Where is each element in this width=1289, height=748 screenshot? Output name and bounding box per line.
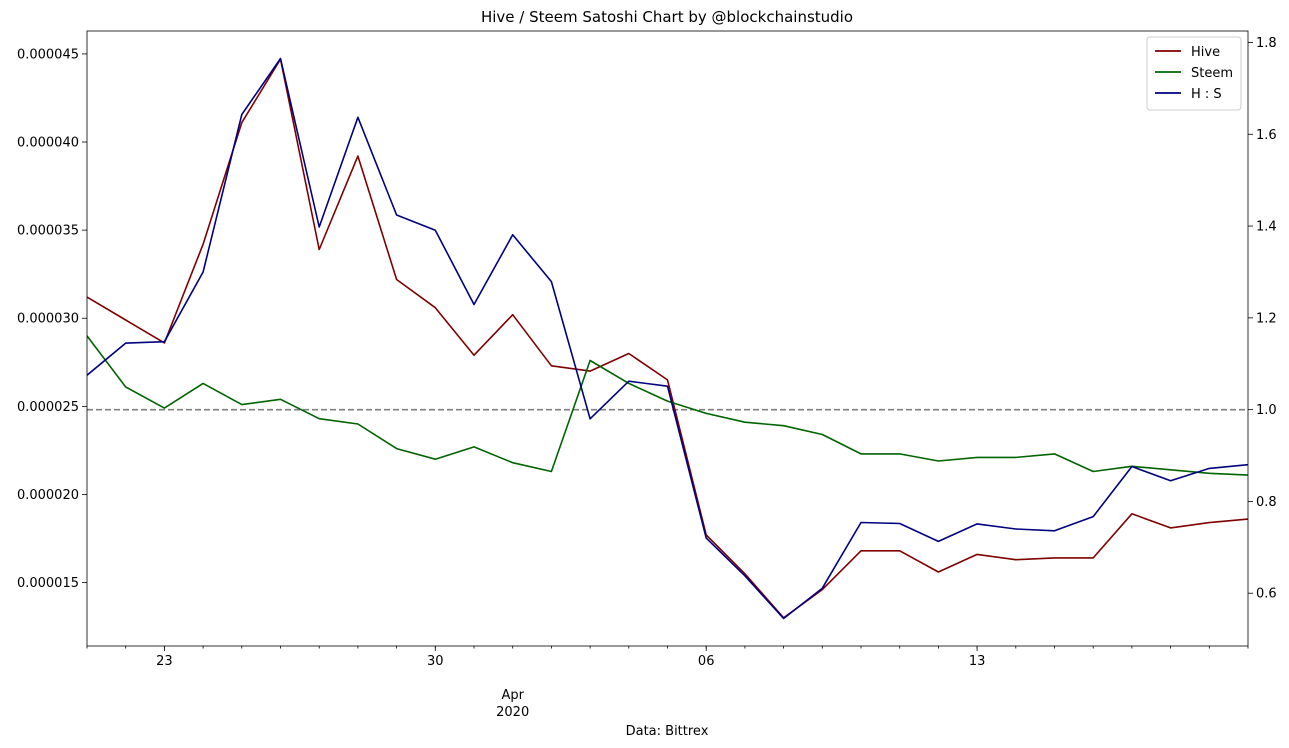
- plot-area: 23 30 Apr 2020 06 13 0.000015 0.000020 0.000025 0…: [17, 30, 1277, 720]
- legend-label-h-s: H : S: [1191, 87, 1222, 102]
- y-left-tick-label: 0.000040: [17, 136, 79, 151]
- y-left-tick-label: 0.000035: [17, 224, 79, 239]
- y-right-tick-label: 1.4: [1256, 220, 1277, 235]
- y-right-tick-label: 1.6: [1256, 128, 1277, 143]
- chart-title: Hive / Steem Satoshi Chart by @blockchai…: [481, 8, 853, 26]
- series-line-h-s: [87, 57, 1248, 620]
- y-left-tick-label: 0.000025: [17, 400, 79, 415]
- series-line-steem: [87, 335, 1248, 476]
- x-tick-label: 06: [698, 654, 715, 669]
- y-right-tick-label: 1.2: [1256, 311, 1277, 326]
- y-left-tick-label: 0.000030: [17, 312, 79, 327]
- y-right-tick-label: 0.8: [1256, 495, 1277, 510]
- y-right-tick-label: 1.0: [1256, 403, 1277, 418]
- x-tick-year-label: 2020: [496, 705, 529, 720]
- y-left-tick-label: 0.000045: [17, 47, 79, 62]
- x-tick-label: 23: [156, 654, 173, 669]
- x-tick-label: 30: [427, 654, 444, 669]
- legend-box: [1146, 36, 1242, 111]
- legend-label-steem: Steem: [1191, 66, 1233, 81]
- x-tick-month-label: Apr: [501, 688, 524, 703]
- y-left-tick-label: 0.000020: [17, 488, 79, 503]
- x-tick-label: 13: [969, 654, 986, 669]
- y-right-tick-label: 0.6: [1256, 587, 1277, 602]
- series-line-hive: [87, 58, 1248, 619]
- y-right-tick-label: 1.8: [1256, 36, 1277, 51]
- plot-frame: [86, 30, 1249, 647]
- y-left-tick-label: 0.000015: [17, 576, 79, 591]
- x-axis-label: Data: Bittrex: [626, 724, 709, 739]
- legend-label-hive: Hive: [1191, 45, 1220, 60]
